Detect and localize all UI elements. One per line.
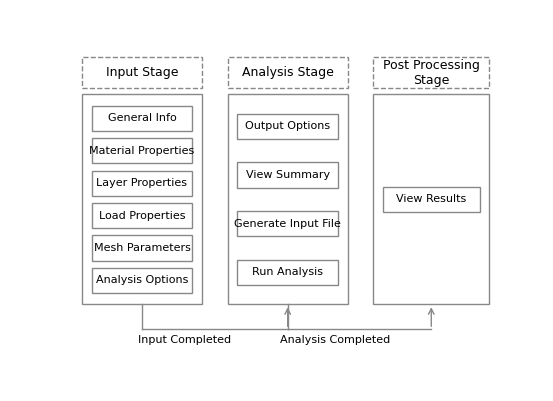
Bar [92,106,192,131]
Bar [92,203,192,228]
Text: Analysis Completed: Analysis Completed [280,335,390,345]
Text: View Results: View Results [396,194,466,205]
Bar [237,260,338,285]
Bar [237,211,338,237]
Bar [237,162,338,188]
Text: Input Completed: Input Completed [138,335,231,345]
Bar [373,57,489,88]
Bar [373,95,489,304]
Text: Output Options: Output Options [245,122,330,132]
Text: View Summary: View Summary [246,170,330,180]
Text: Input Stage: Input Stage [106,66,178,79]
Bar [92,138,192,164]
Bar [228,57,348,88]
Text: Run Analysis: Run Analysis [252,267,323,277]
Text: Layer Properties: Layer Properties [96,178,187,188]
Bar [228,95,348,304]
Bar [82,95,202,304]
Text: Post Processing
Stage: Post Processing Stage [383,59,479,87]
Bar [237,114,338,139]
Text: Mesh Parameters: Mesh Parameters [93,243,190,253]
Text: Analysis Stage: Analysis Stage [242,66,333,79]
Bar [92,235,192,261]
Bar [92,170,192,196]
Text: General Info: General Info [108,113,176,124]
Text: Generate Input File: Generate Input File [234,219,341,229]
Text: Load Properties: Load Properties [99,211,185,221]
Bar [82,57,202,88]
Text: Analysis Options: Analysis Options [96,275,188,286]
Bar [383,187,480,212]
Bar [92,268,192,293]
Text: Material Properties: Material Properties [90,146,195,156]
